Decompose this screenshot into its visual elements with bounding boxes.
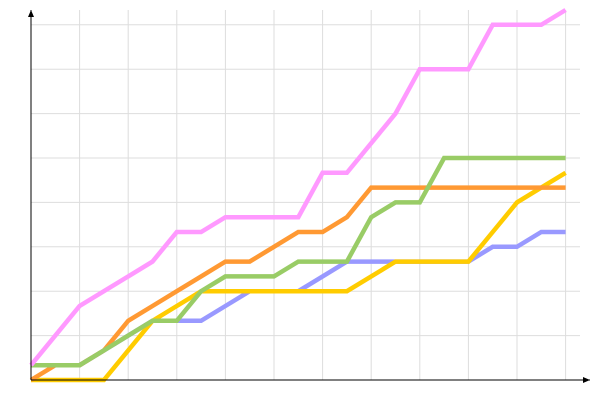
axes	[28, 10, 590, 383]
series-line-3	[29, 185, 566, 382]
series-line-2	[31, 170, 567, 383]
y-axis-arrow-icon	[28, 10, 34, 17]
series-line-5	[29, 8, 567, 367]
x-axis-arrow-icon	[583, 377, 590, 383]
series-lines	[29, 8, 567, 383]
series-line-4	[31, 155, 566, 368]
grid	[31, 10, 580, 380]
